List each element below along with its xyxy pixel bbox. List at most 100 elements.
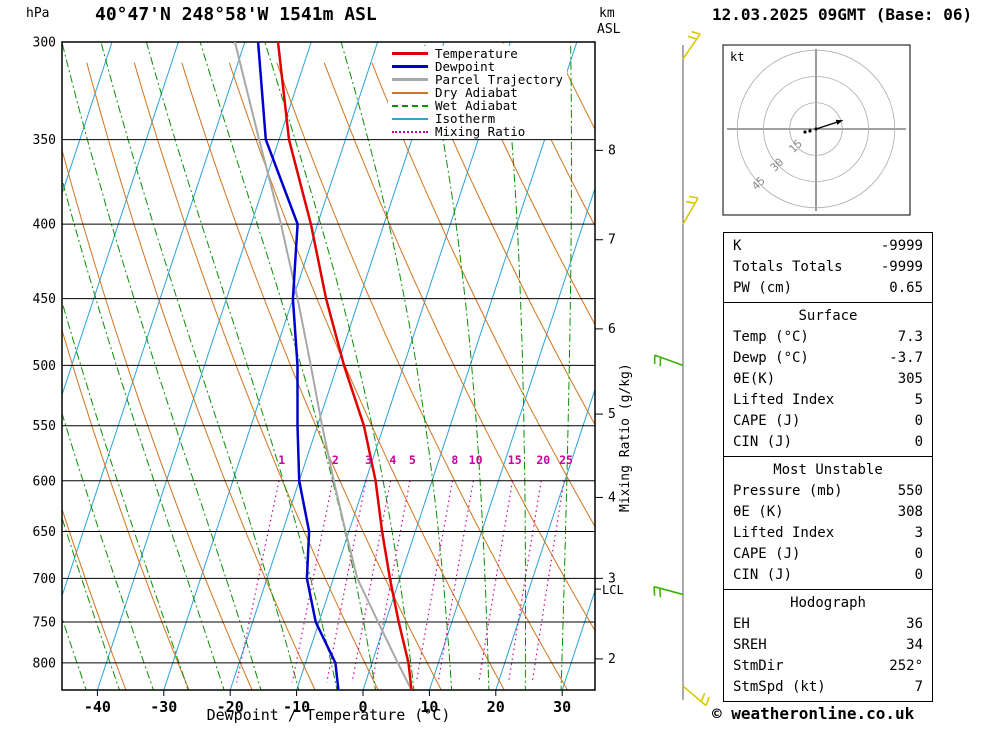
stat-value: -9999 [880, 259, 923, 275]
pressure-unit-label: hPa [26, 6, 50, 21]
stat-value: -9999 [880, 238, 923, 254]
stat-label: CAPE (J) [733, 546, 801, 562]
svg-text:-20: -20 [217, 698, 244, 716]
legend-item: Temperature [392, 46, 563, 61]
wind-barb-column [653, 30, 710, 707]
stat-row: PW (cm) 0.65 [724, 278, 932, 299]
stat-value: 5 [914, 392, 923, 408]
dewpoint-curve [256, 42, 340, 690]
stat-row: K -9999 [724, 236, 932, 257]
hodograph-point [814, 127, 818, 131]
stat-row: Totals Totals -9999 [724, 257, 932, 278]
section-title: Surface [798, 308, 858, 324]
svg-text:10: 10 [469, 453, 483, 467]
svg-text:350: 350 [33, 133, 56, 148]
legend-item: Isotherm [392, 111, 563, 126]
legend-item-label: Mixing Ratio [435, 124, 526, 139]
legend-item: Dewpoint [392, 59, 563, 74]
stat-row: EH 36 [724, 614, 932, 635]
pressure-tick-labels: 300 350 400 450 500 550 600 650 700 750 800 [33, 36, 56, 672]
stat-label: StmSpd (kt) [733, 679, 826, 695]
stat-row: Lifted Index 5 [724, 390, 932, 411]
svg-text:550: 550 [33, 419, 56, 434]
chart-border [61, 41, 596, 691]
surface-box: Surface Temp (°C) 7.3 Dewp (°C) -3.7 θE(… [723, 302, 933, 457]
legend-line-sample [392, 65, 428, 68]
wind-barb [682, 685, 707, 707]
svg-text:300: 300 [33, 36, 56, 51]
wind-barb [653, 585, 684, 596]
svg-text:5: 5 [608, 407, 616, 422]
mixing-ratio-lines [236, 480, 565, 683]
stat-value: 305 [897, 371, 923, 387]
legend-item: Dry Adiabat [392, 85, 563, 100]
stat-value: 36 [906, 616, 923, 632]
stat-label: PW (cm) [733, 280, 793, 296]
svg-text:4: 4 [608, 490, 616, 505]
legend-item-label: Isotherm [435, 111, 496, 126]
stat-value: 0 [914, 434, 923, 450]
x-axis-label: Dewpoint / Temperature (°C) [206, 706, 451, 724]
svg-text:-30: -30 [150, 698, 177, 716]
svg-text:2: 2 [332, 453, 339, 467]
svg-text:30: 30 [553, 698, 571, 716]
stat-label: EH [733, 616, 750, 632]
svg-text:10: 10 [420, 698, 438, 716]
svg-text:25: 25 [559, 453, 573, 467]
stat-label: Temp (°C) [733, 329, 809, 345]
svg-text:700: 700 [33, 572, 56, 587]
hodograph-ring [763, 76, 869, 182]
km-axis: 8 7 6 5 4 3 2 [595, 143, 616, 667]
wind-barb [682, 197, 699, 225]
stat-value: 550 [897, 483, 923, 499]
stat-value: 7 [914, 679, 923, 695]
stat-row: StmDir 252° [724, 656, 932, 677]
legend-item-label: Dry Adiabat [435, 85, 518, 100]
svg-text:-10: -10 [283, 698, 310, 716]
legend-item-label: Dewpoint [435, 59, 496, 74]
stat-row: CIN (J) 0 [724, 565, 932, 586]
mixing-ratio-axis-label: Mixing Ratio (g/kg) [618, 363, 633, 512]
hodograph-ring [736, 49, 896, 209]
stat-label: CIN (J) [733, 567, 793, 583]
chart-title: 40°47'N 248°58'W 1541m ASL [95, 4, 377, 25]
legend-line-sample [392, 91, 428, 94]
svg-text:6: 6 [608, 322, 616, 337]
stat-row: CAPE (J) 0 [724, 544, 932, 565]
stat-row: SREH 34 [724, 635, 932, 656]
section-title: Most Unstable [773, 462, 883, 478]
wind-barb [654, 354, 684, 367]
stat-row: StmSpd (kt) 7 [724, 677, 932, 698]
svg-text:400: 400 [33, 218, 56, 233]
stats-panel: K -9999 Totals Totals -9999 PW (cm) 0.65… [723, 232, 933, 702]
stat-label: Dewp (°C) [733, 350, 809, 366]
datetime-label: 12.03.2025 09GMT (Base: 06) [712, 5, 973, 24]
stat-label: Totals Totals [733, 259, 843, 275]
asl-unit-label: ASL [597, 22, 621, 37]
svg-text:4: 4 [389, 453, 396, 467]
svg-text:5: 5 [409, 453, 416, 467]
temp-axis: -40 -30 -20 -10 0 10 20 30 [84, 690, 571, 716]
legend-item: Wet Adiabat [392, 98, 563, 113]
legend-item-label: Parcel Trajectory [435, 72, 563, 87]
stat-label: CAPE (J) [733, 413, 801, 429]
svg-text:450: 450 [33, 292, 56, 307]
svg-text:0: 0 [358, 698, 367, 716]
km-unit-label: km [599, 6, 615, 21]
stat-label: SREH [733, 637, 767, 653]
stat-value: 252° [889, 658, 923, 674]
stat-row: Dewp (°C) -3.7 [724, 348, 932, 369]
stat-value: 0 [914, 413, 923, 429]
legend-item-label: Temperature [435, 46, 518, 61]
most-unstable-box: Most Unstable Pressure (mb) 550 θE (K) 3… [723, 456, 933, 590]
stat-row: θE (K) 308 [724, 502, 932, 523]
svg-text:-40: -40 [84, 698, 111, 716]
svg-text:20: 20 [487, 698, 505, 716]
legend-line-sample [392, 130, 428, 133]
stat-value: 3 [914, 525, 923, 541]
legend-item: Mixing Ratio [392, 124, 563, 139]
svg-text:600: 600 [33, 474, 56, 489]
stat-value: -3.7 [889, 350, 923, 366]
stat-label: θE(K) [733, 371, 776, 387]
